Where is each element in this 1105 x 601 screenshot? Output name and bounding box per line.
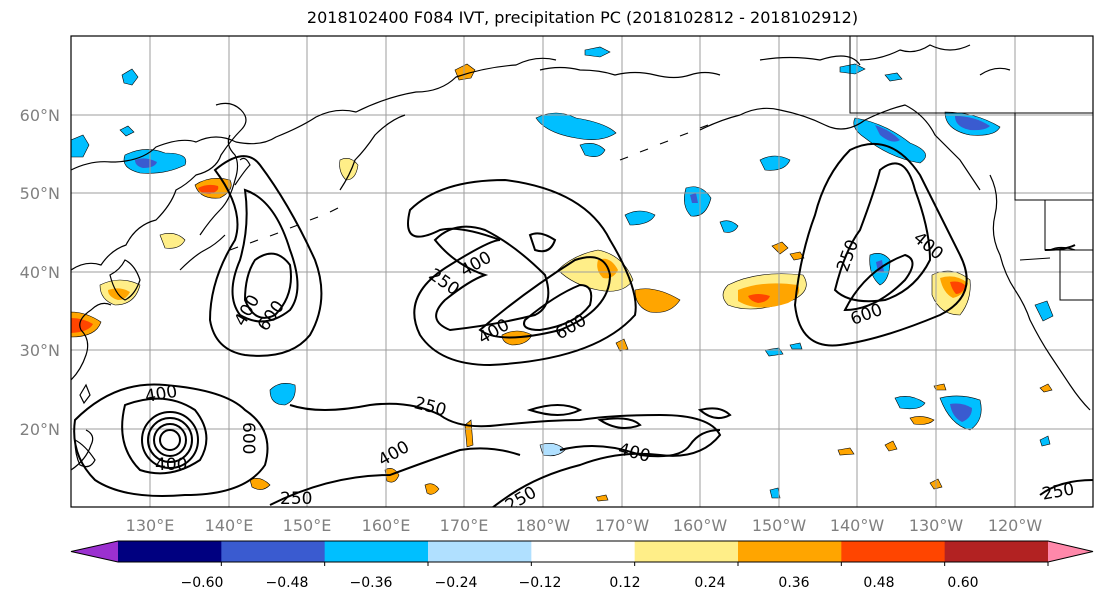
lat-label: 20°N <box>20 420 60 439</box>
lon-label: 160°E <box>362 516 411 535</box>
colorbar-segment <box>738 541 842 562</box>
colorbar-segment <box>634 541 739 562</box>
colorbar-tick-label: −0.60 <box>181 575 224 591</box>
colorbar-segment <box>531 541 636 562</box>
lon-label: 150°W <box>752 516 807 535</box>
lat-label: 40°N <box>20 263 60 282</box>
ivt-contours <box>73 142 1093 507</box>
latitude-labels: 60°N 50°N 40°N 30°N 20°N <box>20 106 60 439</box>
lon-label: 160°W <box>673 516 728 535</box>
colorbar-outline <box>70 540 1094 563</box>
colorbar-segment <box>71 541 118 562</box>
colorbar-tick-label: 0.12 <box>609 575 640 591</box>
lon-label: 120°W <box>988 516 1043 535</box>
colorbar-segment <box>841 541 946 562</box>
lat-label: 30°N <box>20 341 60 360</box>
lat-label: 60°N <box>20 106 60 125</box>
map-frame <box>70 35 1094 508</box>
colorbar-tick-label: −0.24 <box>435 575 478 591</box>
contour-label: 400 <box>155 455 187 475</box>
colorbar-segment <box>118 541 222 562</box>
lon-label: 130°W <box>909 516 964 535</box>
lon-label: 140°E <box>205 516 254 535</box>
contour-label: 600 <box>238 422 258 454</box>
lat-lon-grid <box>71 36 1093 507</box>
colorbar-tick-label: 0.24 <box>694 575 725 591</box>
colorbar-segment <box>1048 541 1093 562</box>
colorbar-tick-label: −0.36 <box>350 575 393 591</box>
colorbar-tick-labels: −0.60 −0.48 −0.36 −0.24 −0.12 0.12 0.24 … <box>181 575 979 591</box>
lon-label: 150°E <box>283 516 332 535</box>
lon-label: 130°E <box>126 516 175 535</box>
contour-label: 250 <box>280 489 312 509</box>
map-title: 2018102400 F084 IVT, precipitation PC (2… <box>306 8 859 27</box>
colorbar-segment <box>324 541 429 562</box>
precip-negative-shading <box>71 46 1054 499</box>
colorbar-segment <box>428 541 532 562</box>
colorbar-tick-label: 0.36 <box>778 575 809 591</box>
colorbar-tick-label: −0.12 <box>519 575 562 591</box>
colorbar-tick-label: 0.48 <box>863 575 894 591</box>
colorbar-segment <box>944 541 1049 562</box>
colorbar-tick-label: −0.48 <box>266 575 309 591</box>
colorbar-tick-label: 0.60 <box>947 575 978 591</box>
longitude-labels: 130°E 140°E 150°E 160°E 170°E 180°W 170°… <box>126 516 1043 535</box>
lon-label: 140°W <box>830 516 885 535</box>
lon-label: 170°W <box>595 516 650 535</box>
colorbar <box>70 540 1094 566</box>
coastlines <box>71 44 1091 471</box>
lon-label: 170°E <box>440 516 489 535</box>
colorbar-segment <box>221 541 326 562</box>
lon-label: 180°W <box>516 516 571 535</box>
lat-label: 50°N <box>20 184 60 203</box>
